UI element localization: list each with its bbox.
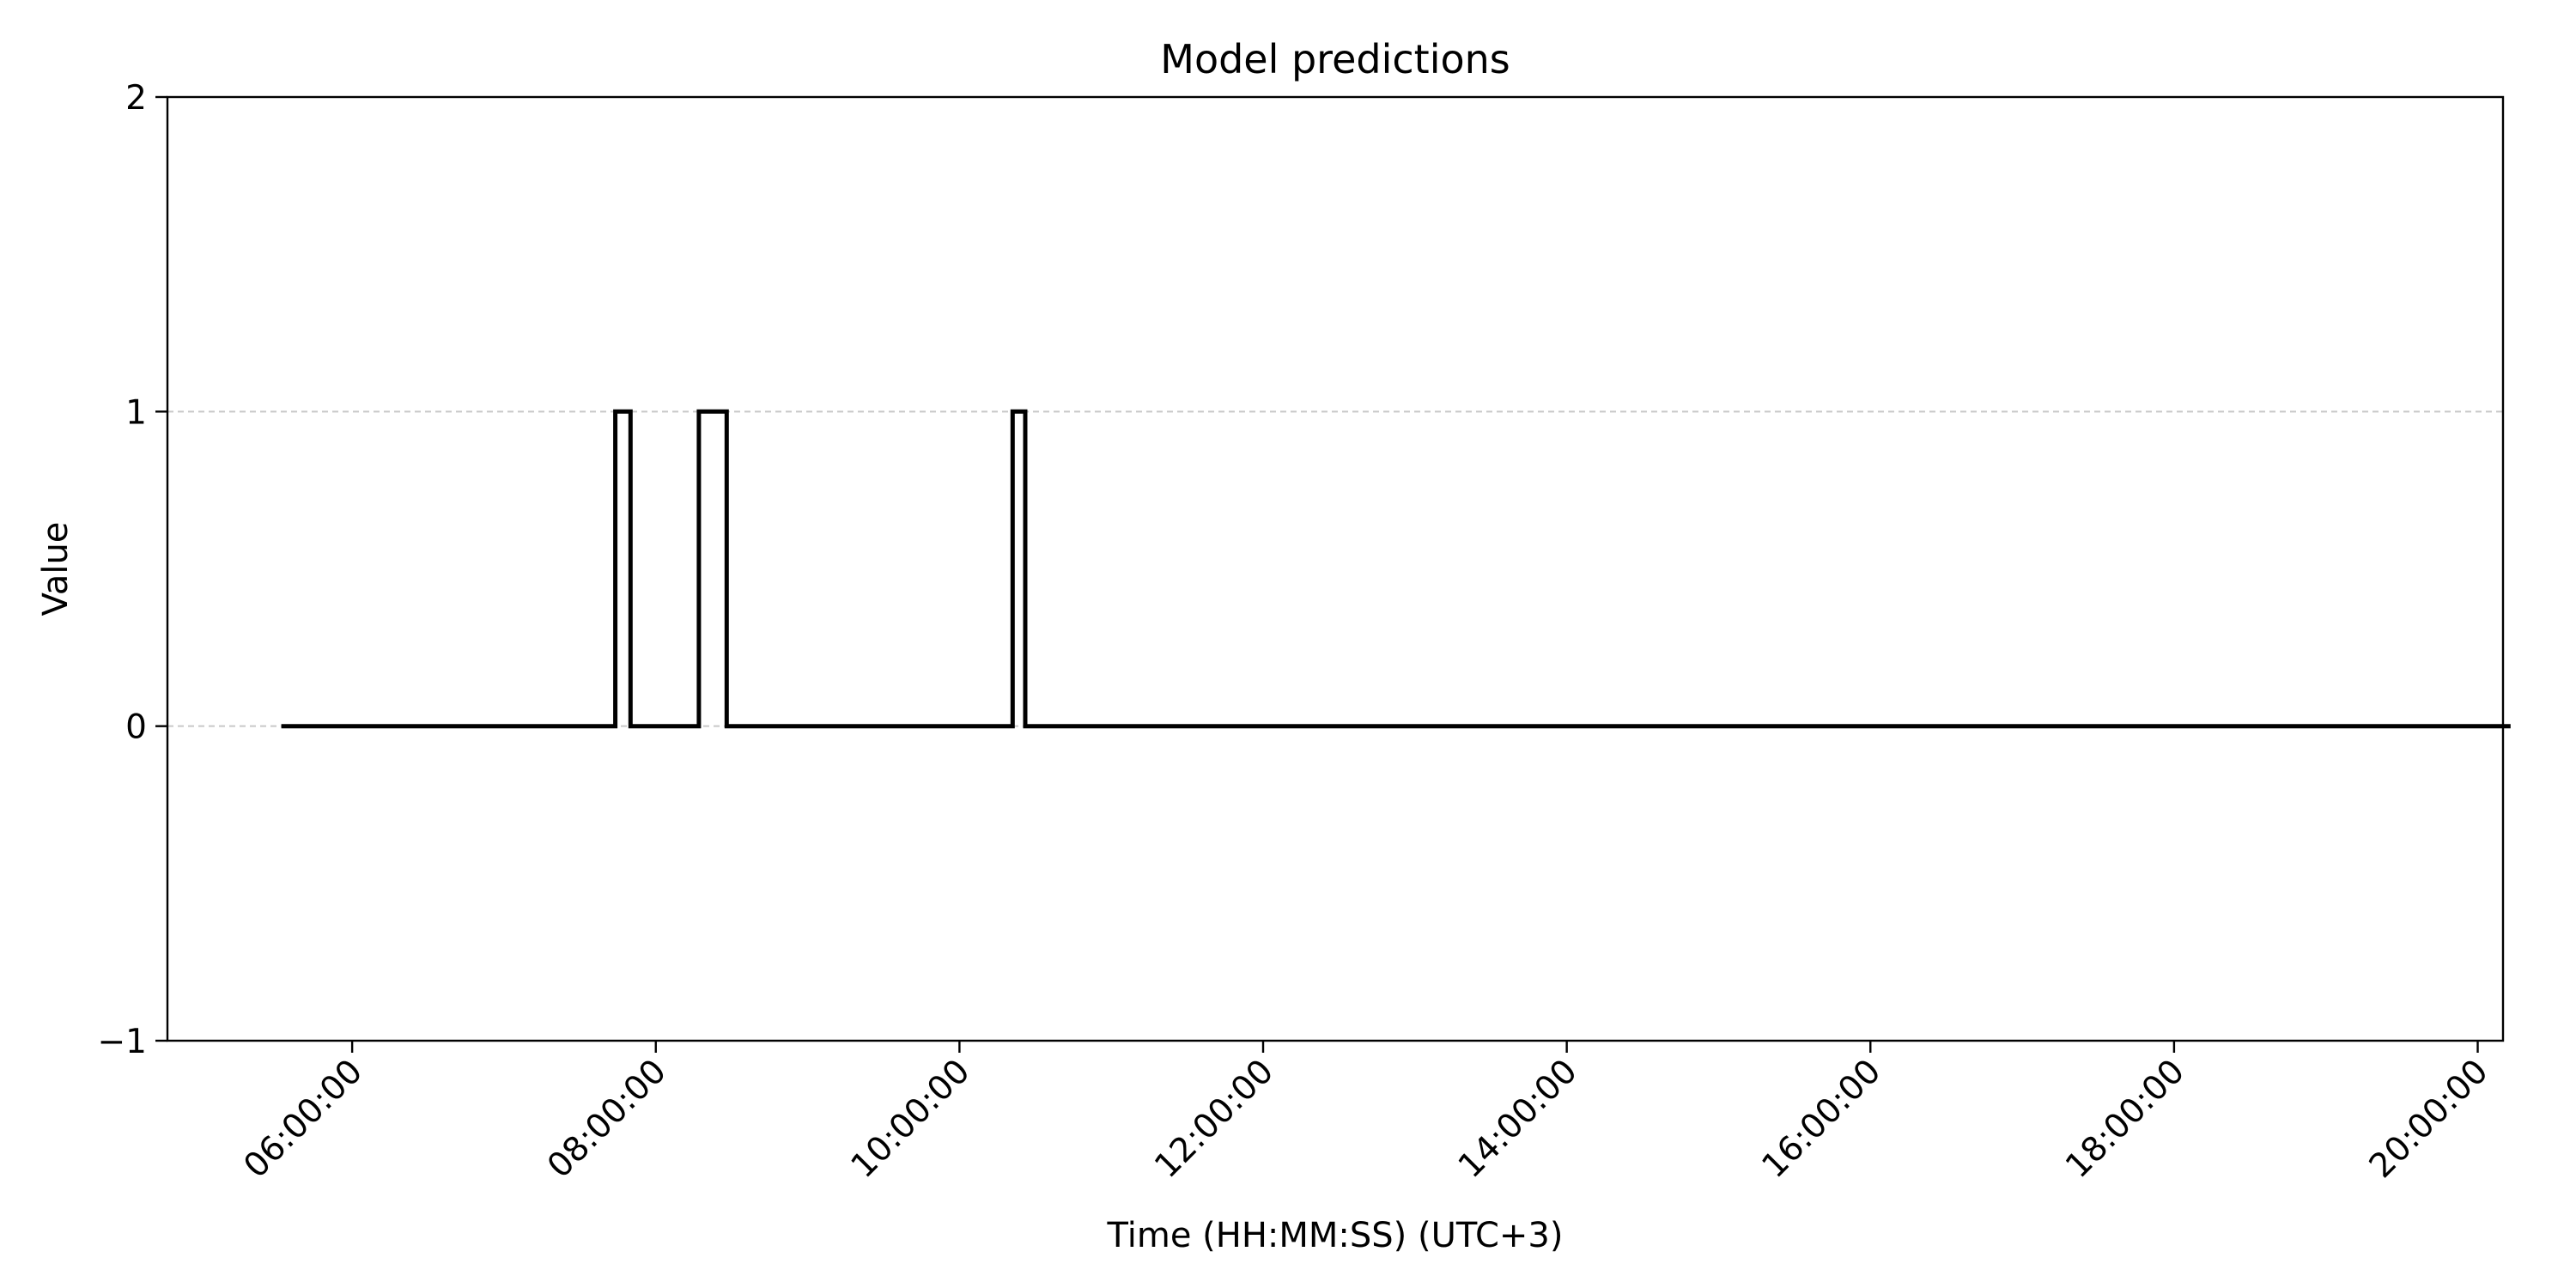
chart-title: Model predictions	[1160, 36, 1510, 82]
plot-frame	[166, 95, 2505, 1042]
series-line	[281, 409, 2511, 729]
y-axis-label: Value	[36, 522, 76, 617]
y-ticks: −1 0 1 2	[98, 79, 167, 1061]
y-tick-label: −1	[98, 1023, 148, 1061]
y-tick-label: 0	[125, 708, 147, 747]
series	[281, 409, 2511, 729]
y-tick-label: 1	[125, 393, 147, 432]
y-tick-label: 2	[125, 79, 147, 118]
x-axis-label: Time (HH:MM:SS) (UTC+3)	[1107, 1216, 1564, 1255]
